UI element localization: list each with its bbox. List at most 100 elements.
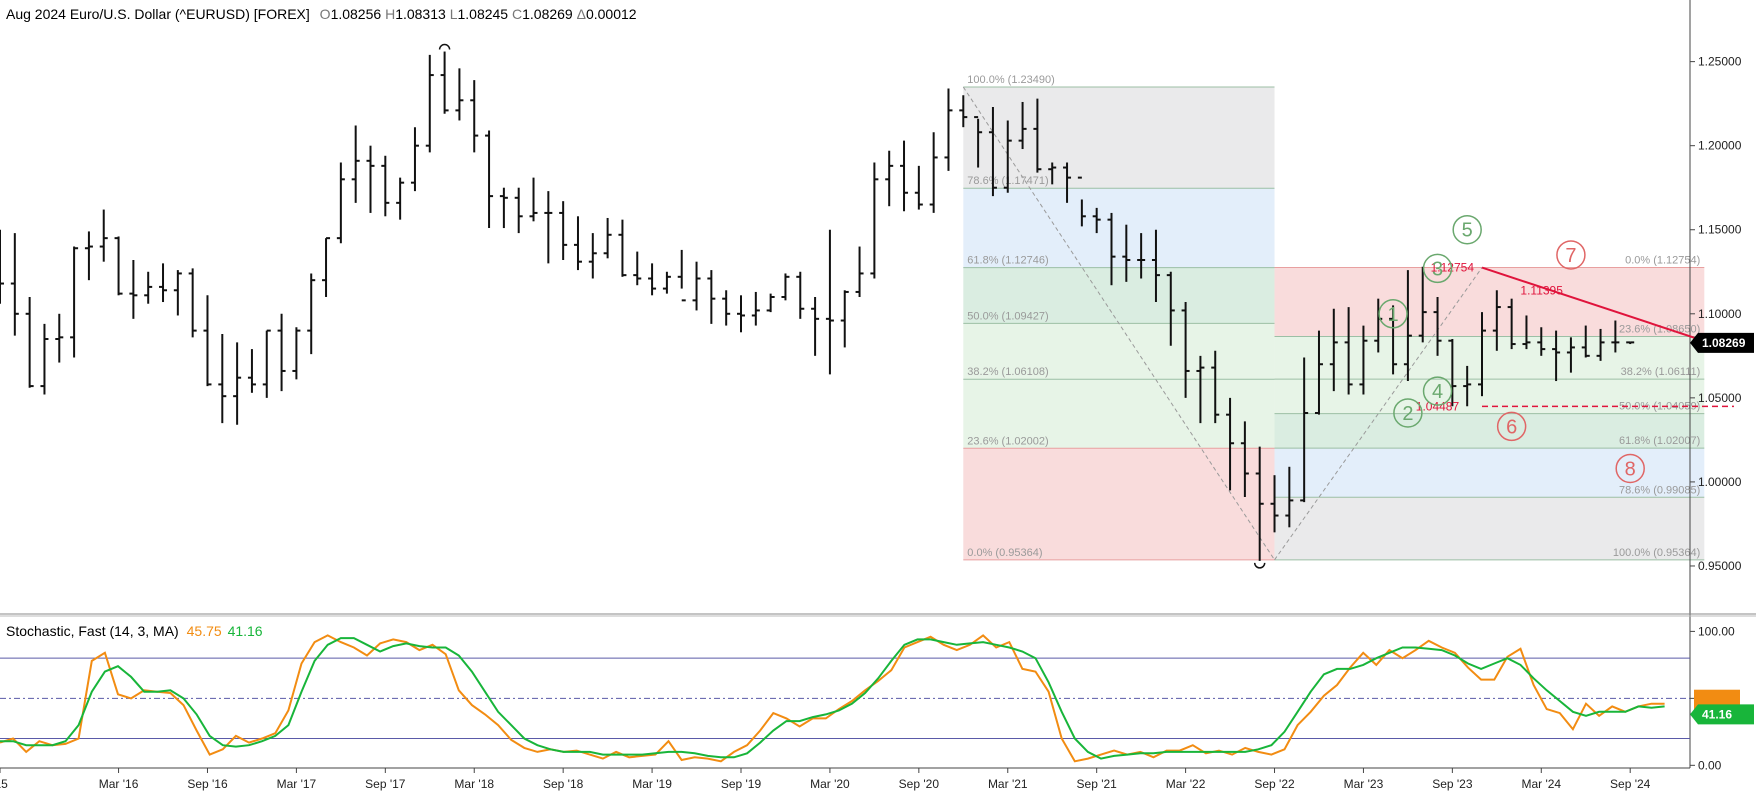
ohlc-bar xyxy=(811,296,820,356)
ohlc-bar xyxy=(396,177,405,220)
circled-number: 4 xyxy=(1422,376,1453,406)
ohlc-bar xyxy=(1226,397,1235,491)
x-tick-label: Mar '18 xyxy=(454,777,494,791)
ohlc-bar xyxy=(25,296,34,388)
stochastic-d-line xyxy=(0,637,1665,760)
symbol-title: Aug 2024 Euro/U.S. Dollar (^EURUSD) [FOR… xyxy=(6,6,310,22)
ohlc-bar xyxy=(1478,312,1486,397)
fib-right-level-label: 50.0% (1.04059) xyxy=(1619,401,1700,413)
x-tick-label: Mar '16 xyxy=(99,777,139,791)
ohlc-bar xyxy=(796,271,805,319)
fib-left-level-label: 38.2% (1.06108) xyxy=(967,366,1048,378)
ohlc-bar xyxy=(1418,266,1427,343)
ohlc-bar xyxy=(944,88,953,171)
ohlc-bar xyxy=(40,323,49,395)
ohlc-bar xyxy=(959,95,968,128)
stochastic-d-value: 41.16 xyxy=(227,623,263,639)
stochastic-k-line xyxy=(0,634,1665,763)
circled-number-ring xyxy=(1422,253,1453,284)
close-label: C xyxy=(511,6,523,22)
ohlc-bar xyxy=(1581,325,1590,358)
ohlc-bar xyxy=(129,260,138,319)
resistance-trendline xyxy=(1481,266,1735,352)
x-tick-label: Mar '19 xyxy=(632,777,672,791)
ohlc-bar xyxy=(1300,357,1309,503)
ohlc-bar xyxy=(618,219,627,277)
ohlc-bar xyxy=(440,51,449,114)
y-tick-label: 1.25000 xyxy=(1698,55,1742,69)
fibonacci-retracement-layer: 100.0% (1.23490)78.6% (1.17471)61.8% (1.… xyxy=(962,74,1705,561)
circled-number-ring xyxy=(1615,453,1645,484)
ohlc-bar xyxy=(1033,98,1042,173)
ohlc-bar xyxy=(722,290,731,326)
low-label: L xyxy=(449,6,458,22)
fib-right-level-label: 78.6% (0.99085) xyxy=(1619,484,1700,496)
circled-number-text: 6 xyxy=(1506,416,1517,438)
x-tick-label: Sep '22 xyxy=(1254,777,1295,791)
ohlc-bar xyxy=(1448,339,1457,407)
fib-right-zone xyxy=(1274,413,1705,449)
circled-number-ring xyxy=(1496,411,1527,442)
ohlc-bar xyxy=(840,290,849,348)
low-marker xyxy=(1253,562,1266,569)
ohlc-bar xyxy=(573,216,582,271)
stochastic-y-tick-label: 100.00 xyxy=(1698,624,1735,638)
y-tick-label: 1.15000 xyxy=(1698,223,1742,237)
fib-left-zone xyxy=(963,323,1275,380)
ohlc-bar xyxy=(55,313,64,363)
fib-left-zone xyxy=(963,379,1275,449)
circled-number-text: 2 xyxy=(1402,403,1413,425)
price-annotation: 1.04487 xyxy=(1416,399,1460,413)
x-tick-label: Sep '21 xyxy=(1077,777,1118,791)
ohlc-bar xyxy=(914,165,923,210)
high-value: 1.08313 xyxy=(395,6,446,22)
ohlc-bar xyxy=(766,293,775,313)
ohlc-bar xyxy=(218,333,227,424)
ohlc-bar xyxy=(1492,290,1501,351)
fib-left-level-label: 61.8% (1.12746) xyxy=(967,255,1048,267)
circled-number-ring xyxy=(1378,299,1408,329)
ohlc-bar xyxy=(900,140,909,212)
last-price-tag: 1.08269 xyxy=(1690,332,1754,353)
ohlc-bar xyxy=(1240,421,1249,498)
circled-number-ring xyxy=(1452,214,1482,245)
y-tick-label: 1.00000 xyxy=(1698,475,1742,489)
ohlc-bar xyxy=(1359,325,1368,395)
last-price-tag-label: 1.08269 xyxy=(1702,336,1746,350)
chart-header: Aug 2024 Euro/U.S. Dollar (^EURUSD) [FOR… xyxy=(6,6,637,22)
stochastic-k-value: 45.75 xyxy=(186,623,222,639)
circled-number: 8 xyxy=(1615,453,1645,484)
ohlc-bar xyxy=(529,177,538,222)
ohlc-bar xyxy=(781,273,790,301)
fib-left-level-label: 100.0% (1.23490) xyxy=(967,74,1054,86)
ohlc-bar xyxy=(648,263,657,296)
stochastic-title: Stochastic, Fast (14, 3, MA) xyxy=(6,623,179,639)
low-value: 1.08245 xyxy=(457,6,509,22)
fib-left-level-label: 50.0% (1.09427) xyxy=(967,310,1048,322)
ohlc-bar xyxy=(1389,305,1398,375)
ohlc-bar xyxy=(1522,315,1531,350)
ohlc-bar xyxy=(247,349,256,393)
ohlc-bar xyxy=(203,295,212,387)
ohlc-bar xyxy=(1063,162,1072,203)
circled-number: 3 xyxy=(1422,253,1453,284)
x-tick-label: Sep '24 xyxy=(1610,777,1651,791)
ohlc-bar xyxy=(707,270,716,324)
stochastic-d-tag-label: 41.16 xyxy=(1702,707,1732,721)
ohlc-bar xyxy=(514,187,523,234)
ohlc-bar xyxy=(366,145,375,213)
stochastic-d-tag-box xyxy=(1690,704,1754,725)
stochastic-header: Stochastic, Fast (14, 3, MA) 45.75 41.16 xyxy=(6,623,263,639)
x-tick-label: Mar '20 xyxy=(810,777,850,791)
ohlc-bar xyxy=(1003,120,1012,193)
ohlc-bar xyxy=(455,68,464,121)
circled-number: 6 xyxy=(1496,411,1527,442)
change-label: Δ xyxy=(576,6,586,22)
ohlc-bar xyxy=(336,162,345,244)
fib-left-zone xyxy=(963,448,1275,560)
x-tick-label: Sep '23 xyxy=(1432,777,1473,791)
circled-number: 2 xyxy=(1393,398,1423,428)
ohlc-bar xyxy=(499,187,508,229)
stochastic-d-tag: 41.16 xyxy=(1690,704,1754,725)
